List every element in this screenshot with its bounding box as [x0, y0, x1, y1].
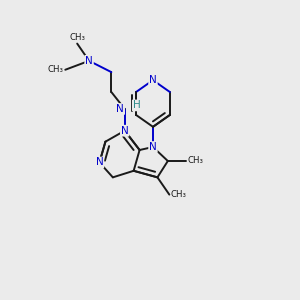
Text: N: N	[149, 75, 157, 85]
Text: N: N	[121, 126, 129, 136]
Text: N: N	[116, 104, 124, 114]
Text: N: N	[96, 158, 103, 167]
Text: CH₃: CH₃	[48, 65, 64, 74]
Text: N: N	[149, 142, 157, 152]
Text: N: N	[85, 56, 93, 66]
Text: H: H	[133, 100, 140, 110]
Text: CH₃: CH₃	[171, 190, 187, 199]
Text: CH₃: CH₃	[69, 33, 85, 42]
Text: CH₃: CH₃	[187, 157, 203, 166]
